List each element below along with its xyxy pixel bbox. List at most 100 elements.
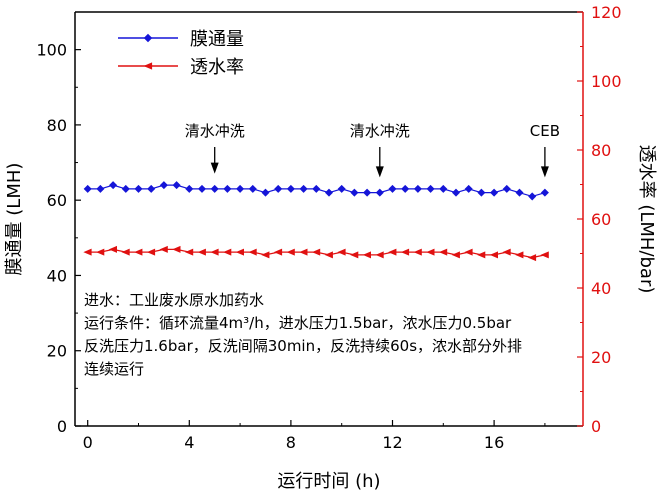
data-point-flux (490, 188, 499, 197)
data-point-permeability (451, 251, 460, 259)
data-point-flux (515, 188, 524, 197)
right-axis-tick-label: 40 (591, 279, 611, 298)
annotation-label: 清水冲洗 (185, 122, 245, 140)
legend-swatch-marker (143, 62, 153, 70)
data-point-permeability (83, 248, 92, 256)
right-axis-tick-label: 80 (591, 141, 611, 160)
data-point-permeability (172, 245, 181, 253)
data-point-flux (236, 184, 245, 193)
right-axis-tick-label: 60 (591, 210, 611, 229)
x-axis-tick-label: 16 (484, 433, 504, 452)
data-point-permeability (413, 248, 422, 256)
data-point-permeability (261, 251, 270, 259)
x-axis-title: 运行时间 (h) (277, 471, 380, 492)
data-point-flux (223, 184, 232, 193)
annotation-arrowhead (375, 166, 384, 178)
data-point-permeability (121, 248, 130, 256)
data-point-permeability (400, 248, 410, 256)
data-point-permeability (96, 248, 105, 256)
data-point-flux (159, 181, 168, 190)
right-axis-title: 透水率 (LMH/bar) (636, 145, 657, 294)
annotation-2: 清水冲洗 (350, 122, 410, 178)
data-point-flux (413, 184, 422, 193)
data-point-flux (464, 184, 473, 193)
legend-item-flux: 膜通量 (118, 29, 244, 50)
x-axis-tick-label: 0 (83, 433, 93, 452)
condition-line-3: 反洗压力1.6bar，反洗间隔30min，反洗持续60s，浓水部分外排 (84, 337, 522, 355)
left-axis-tick-label: 0 (57, 417, 67, 436)
data-point-flux (286, 184, 295, 193)
data-point-flux (210, 184, 219, 193)
data-point-flux (439, 184, 448, 193)
data-point-flux (477, 188, 486, 197)
data-point-permeability (134, 248, 143, 256)
data-point-flux (401, 184, 410, 193)
data-point-permeability (299, 248, 308, 256)
data-point-flux (83, 184, 92, 193)
data-point-flux (451, 188, 461, 197)
data-point-flux (299, 184, 308, 193)
condition-line-1: 进水：工业废水原水加药水 (84, 291, 264, 309)
data-point-permeability (527, 254, 537, 262)
data-point-permeability (388, 248, 397, 256)
data-point-flux (324, 188, 334, 197)
series-permeability (83, 245, 549, 262)
data-point-permeability (159, 245, 168, 253)
right-axis-tick-label: 120 (591, 3, 622, 22)
data-point-permeability (489, 251, 498, 259)
left-axis-title: 膜通量 (LMH) (4, 163, 25, 276)
data-point-flux (540, 188, 549, 197)
data-point-flux (197, 184, 207, 193)
data-point-permeability (350, 251, 359, 259)
x-axis-tick-label: 8 (286, 433, 296, 452)
data-point-permeability (235, 248, 244, 256)
data-point-flux (363, 188, 372, 197)
annotation-label: CEB (530, 122, 560, 140)
data-point-permeability (375, 251, 384, 259)
data-point-permeability (426, 248, 435, 256)
data-point-flux (528, 192, 537, 201)
annotation-arrowhead (210, 162, 219, 174)
annotation-1: 清水冲洗 (185, 122, 245, 174)
series-flux (83, 181, 549, 201)
x-axis-tick-label: 4 (184, 433, 194, 452)
legend-label: 膜通量 (190, 29, 244, 50)
data-point-flux (388, 184, 397, 193)
data-point-permeability (515, 251, 524, 259)
data-point-permeability (184, 248, 194, 256)
annotation-label: 清水冲洗 (350, 122, 410, 140)
data-point-permeability (108, 245, 117, 253)
data-point-permeability (337, 248, 346, 256)
data-point-permeability (311, 248, 321, 256)
data-point-permeability (362, 251, 371, 259)
data-point-flux (248, 184, 257, 193)
data-point-flux (337, 184, 346, 193)
condition-line-4: 连续运行 (84, 360, 144, 378)
data-point-permeability (273, 248, 283, 256)
annotation-3: CEB (530, 122, 560, 178)
data-point-permeability (502, 248, 511, 256)
left-axis-tick-label: 20 (47, 342, 67, 361)
annotation-arrowhead (540, 166, 549, 178)
data-point-flux (134, 184, 143, 193)
data-point-permeability (146, 248, 156, 256)
left-axis-tick-label: 80 (47, 116, 67, 135)
data-point-permeability (286, 248, 295, 256)
data-point-flux (375, 188, 384, 197)
data-point-permeability (464, 248, 473, 256)
left-axis-tick-label: 100 (36, 41, 67, 60)
right-axis-tick-label: 0 (591, 417, 601, 436)
data-point-flux (147, 184, 156, 193)
data-point-permeability (324, 251, 333, 259)
legend-item-permeability: 透水率 (118, 57, 244, 78)
data-point-flux (350, 188, 359, 197)
data-point-flux (96, 184, 105, 193)
data-point-flux (109, 181, 118, 190)
right-axis-tick-label: 20 (591, 348, 611, 367)
data-point-flux (426, 184, 435, 193)
x-axis-tick-label: 12 (382, 433, 402, 452)
data-point-permeability (540, 251, 549, 259)
data-point-flux (274, 184, 283, 193)
left-axis-tick-label: 60 (47, 191, 67, 210)
